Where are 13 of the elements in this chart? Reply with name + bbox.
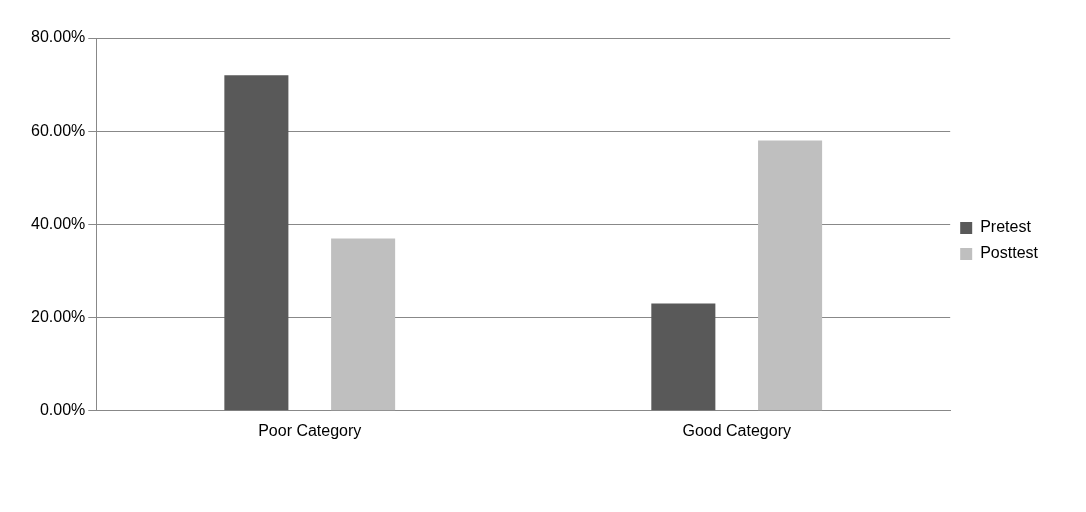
bar xyxy=(651,303,716,411)
y-tick-label: 60.00% xyxy=(31,121,86,139)
legend-label: Posttest xyxy=(980,244,1039,262)
x-tick-label: Poor Category xyxy=(258,421,362,439)
y-tick-label: 0.00% xyxy=(39,401,86,419)
y-tick-label: 80.00% xyxy=(31,28,86,46)
legend-label: Pretest xyxy=(980,218,1032,236)
bar xyxy=(331,238,396,411)
x-tick-label: Good Category xyxy=(682,421,791,439)
y-tick-label: 40.00% xyxy=(31,214,86,232)
bar xyxy=(224,75,289,411)
y-tick-label: 20.00% xyxy=(31,308,86,326)
bar xyxy=(758,140,823,411)
